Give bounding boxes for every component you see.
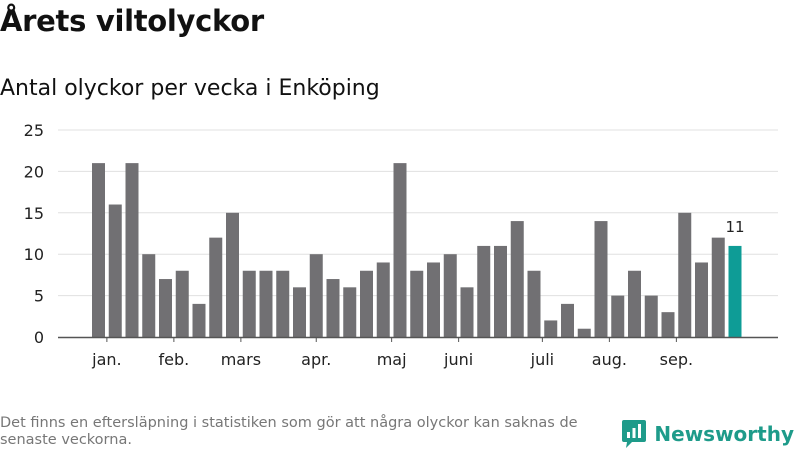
x-tick-label: juli <box>530 350 554 369</box>
bar <box>661 312 675 337</box>
x-tick-label: sep. <box>660 350 693 369</box>
footnote: Det finns en eftersläpning i statistiken… <box>0 415 578 448</box>
bar <box>343 287 357 337</box>
x-tick-label: maj <box>377 350 407 369</box>
y-tick-label: 5 <box>34 287 44 306</box>
x-tick-label: apr. <box>301 350 331 369</box>
y-tick-label: 25 <box>24 121 44 140</box>
bar <box>326 279 340 337</box>
y-tick-label: 10 <box>24 245 44 264</box>
bar <box>527 270 541 337</box>
bar <box>644 295 658 337</box>
bar <box>410 270 424 337</box>
bar <box>309 254 323 337</box>
bar <box>460 287 474 337</box>
bar-highlight <box>728 245 742 337</box>
bar <box>711 237 725 337</box>
bar <box>561 303 574 337</box>
bar <box>477 245 491 337</box>
x-tick-label: juni <box>443 350 473 369</box>
bar <box>92 163 105 337</box>
bar <box>443 254 457 337</box>
bar <box>510 221 524 337</box>
y-tick-label: 15 <box>24 204 44 223</box>
bar <box>159 279 172 337</box>
bar <box>393 163 407 337</box>
bar <box>376 262 390 337</box>
bar <box>577 328 591 337</box>
newsworthy-logo-text: Newsworthy <box>654 422 794 446</box>
bar <box>192 303 206 337</box>
bar <box>259 270 273 337</box>
x-tick-label: feb. <box>159 350 190 369</box>
newsworthy-logo-icon <box>622 420 647 448</box>
x-tick-label: mars <box>221 350 261 369</box>
bar <box>293 287 306 337</box>
bar <box>125 163 139 337</box>
bar <box>360 270 373 337</box>
bar <box>611 295 625 337</box>
bar <box>242 270 256 337</box>
newsworthy-logo: Newsworthy <box>622 420 794 448</box>
y-tick-label: 20 <box>24 162 44 181</box>
bar <box>175 270 189 337</box>
page-title: Årets viltolyckor <box>0 4 264 38</box>
y-tick-label: 0 <box>34 328 44 347</box>
bar <box>226 212 239 337</box>
bar <box>108 204 122 337</box>
bar <box>276 270 290 337</box>
bar <box>678 212 692 337</box>
bar <box>427 262 440 337</box>
bar <box>695 262 708 337</box>
x-tick-label: jan. <box>91 350 121 369</box>
bar <box>494 245 507 337</box>
bar <box>142 254 156 337</box>
bar <box>628 270 641 337</box>
bar <box>209 237 223 337</box>
x-tick-label: aug. <box>592 350 627 369</box>
data-label: 11 <box>725 218 744 236</box>
chart-subtitle: Antal olyckor per vecka i Enköping <box>0 76 380 101</box>
bar-chart: 0 5 10 15 20 25 jan. feb. mars apr. maj juni juli aug… <box>24 121 778 369</box>
bar <box>594 221 608 337</box>
bar <box>544 320 558 337</box>
